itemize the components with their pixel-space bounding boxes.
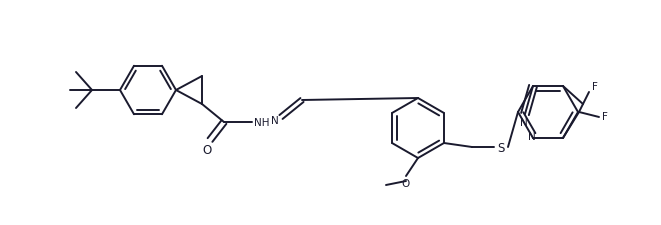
- Text: O: O: [202, 144, 212, 157]
- Text: NH: NH: [254, 118, 270, 128]
- Text: F: F: [592, 82, 598, 92]
- Text: O: O: [401, 179, 409, 189]
- Text: N: N: [271, 116, 279, 126]
- Text: N: N: [528, 132, 536, 142]
- Text: F: F: [602, 112, 608, 122]
- Text: S: S: [497, 142, 504, 155]
- Text: N: N: [520, 118, 528, 128]
